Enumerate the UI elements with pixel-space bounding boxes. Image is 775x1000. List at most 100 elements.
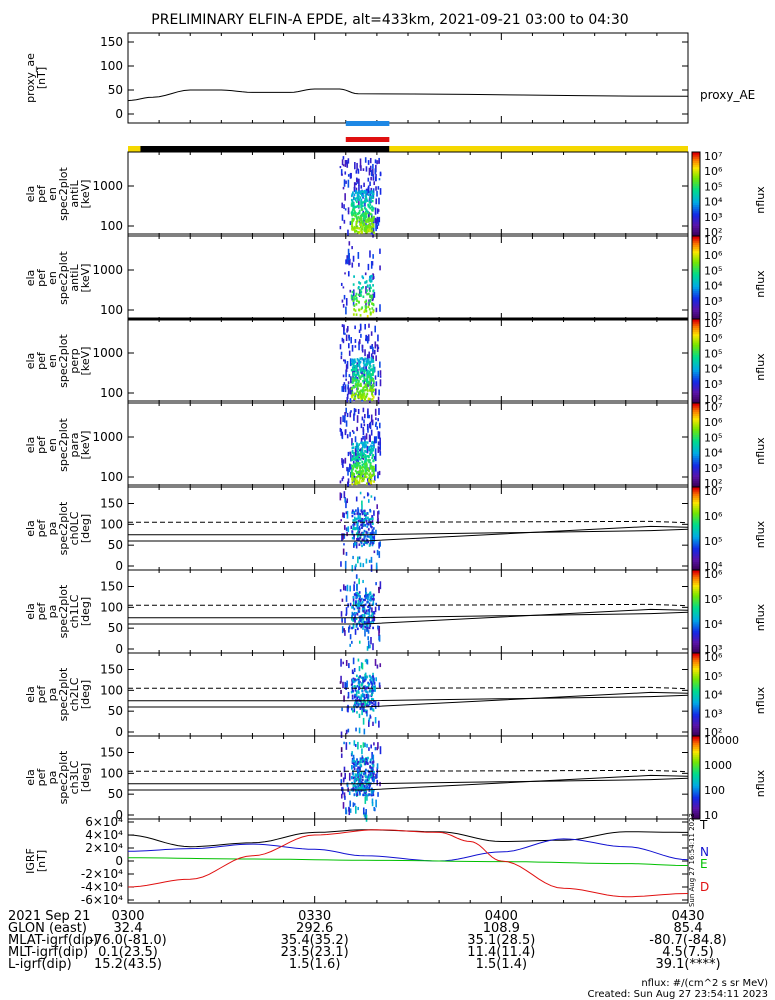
en-perp-panel-pixel	[355, 364, 358, 367]
en-antilc-panel-pixel	[369, 203, 372, 206]
pa-ch0-panel-cbar-cell	[692, 545, 700, 548]
pa-ch3-panel-losscone-dashed	[128, 769, 689, 773]
en-para-panel-cbar-cell	[692, 434, 700, 438]
en-antilc-panel-cbar-cell	[692, 215, 700, 218]
pa-ch1-panel-pixel	[361, 605, 364, 612]
en-para-panel-cbar-cell	[692, 461, 700, 465]
pa-ch2-panel-pixel	[358, 680, 361, 684]
en-para-panel-pixel	[366, 472, 369, 475]
pa-ch2-panel-pixel	[366, 675, 368, 679]
en-para-panel-pixel	[371, 456, 374, 460]
en-perp-panel-pixel	[348, 335, 351, 341]
en-para-panel-pixel	[359, 474, 362, 478]
pa-ch0-panel-cbar-cell	[692, 549, 700, 552]
pa-ch2-panel-cbar-cell	[692, 657, 700, 660]
en-antilc2-panel-pixel	[358, 281, 360, 284]
en-perp-panel-pixel	[372, 371, 374, 374]
en-para-panel-pixel	[361, 447, 364, 451]
pa-ch2-panel-cbar-cell	[692, 659, 700, 662]
en-para-panel-pixel	[356, 442, 358, 450]
pa-ch2-panel-pixel	[377, 701, 380, 705]
pa-ch0-panel-pixel	[371, 517, 374, 520]
en-para-panel-pixel	[361, 469, 364, 472]
pa-ch3-panel-pixel	[352, 787, 355, 791]
en-perp-panel-pixel	[353, 385, 355, 389]
pa-ch2-panel-pixel	[373, 687, 375, 690]
pa-ch1-panel-pixel	[355, 603, 358, 606]
pa-ch0-panel-pixel	[361, 510, 363, 514]
en-perp-panel-cbar-cell	[692, 363, 700, 366]
en-perp-panel-pixel	[346, 397, 349, 403]
pa-ch2-panel-pixel	[369, 707, 372, 711]
en-antilc2-panel-cbar-cell	[692, 250, 700, 254]
en-antilc-panel-pixel	[364, 225, 367, 228]
en-antilc-panel-pixel	[364, 198, 367, 201]
en-antilc2-panel-pixel	[359, 289, 362, 293]
pa-ch1-panel-tick-label: 100	[100, 600, 123, 614]
en-para-panel-pixel	[371, 419, 374, 423]
en-antilc2-panel-pixel	[358, 301, 360, 304]
pa-ch3-panel-pixel	[369, 773, 372, 776]
pa-ch3-panel-pixel	[360, 771, 363, 774]
pa-ch3-panel-pixel	[357, 760, 360, 764]
en-antilc2-panel-cbar-cell	[692, 261, 700, 264]
en-para-panel-pixel	[356, 415, 359, 423]
pa-ch2-panel-pixel	[371, 691, 374, 694]
pa-ch2-panel-pixel	[340, 658, 342, 667]
en-antilc2-panel-pixel	[365, 286, 367, 294]
pa-ch0-panel-cbar-cell	[692, 553, 700, 556]
en-perp-panel-pixel	[350, 337, 352, 344]
pa-ch2-panel-cbar-cell	[692, 723, 700, 727]
pa-ch2-panel-cbar-tick: 10³	[704, 707, 722, 720]
ae-panel-line	[127, 88, 689, 102]
en-antilc2-panel-pixel	[350, 296, 353, 300]
pa-ch1-panel-cbar-cell	[692, 615, 700, 619]
pa-ch3-panel-ylabel-word: pa	[46, 771, 59, 785]
pa-ch3-panel-pixel	[361, 784, 363, 787]
pa-ch2-panel-pixel	[365, 693, 368, 697]
en-antilc2-panel-pixel	[371, 302, 373, 305]
en-perp-panel-pixel	[368, 351, 370, 359]
en-antilc-panel-pixel	[359, 191, 362, 194]
pa-ch2-panel-pixel	[354, 689, 357, 692]
pa-ch3-panel-pixel	[362, 743, 365, 747]
en-antilc-panel-pixel	[358, 230, 361, 234]
x-tick-label: 0300	[111, 909, 144, 924]
pa-ch1-panel-cbar-cell	[692, 644, 700, 648]
en-antilc-panel-frame	[127, 151, 689, 237]
pa-ch3-panel-pixel	[355, 805, 357, 814]
pa-ch0-panel-cbar-cell	[692, 520, 700, 523]
en-perp-panel-pixel	[368, 366, 371, 369]
en-para-panel-cbar-cell	[692, 405, 700, 408]
pa-ch0-panel-cbar-cell	[692, 532, 700, 536]
en-antilc-panel-pixel	[371, 199, 374, 203]
pa-ch3-panel-cbar-cell	[692, 746, 700, 749]
en-antilc-panel-pixel	[369, 212, 372, 216]
en-antilc-panel-pixel	[358, 198, 361, 201]
en-perp-panel-pixel	[343, 359, 345, 362]
pa-ch2-panel-pixel	[371, 693, 373, 697]
pa-ch3-panel-cbar-cell	[692, 752, 700, 756]
en-antilc-panel-pixel	[374, 168, 377, 175]
pa-ch1-panel-pixel	[351, 618, 353, 621]
pa-ch0-panel-pixel	[352, 525, 355, 529]
en-perp-panel-pixel	[353, 379, 356, 382]
pa-ch2-panel-pixel	[365, 711, 368, 714]
en-perp-panel-pixel	[367, 397, 370, 400]
en-perp-panel-cbar-cell	[692, 388, 700, 391]
pa-ch3-panel-pixel	[358, 770, 361, 778]
pa-ch0-panel-pixel	[370, 525, 373, 529]
en-para-panel-cbar-cell	[692, 470, 700, 473]
en-antilc-panel-pixel	[349, 221, 352, 226]
pa-ch3-panel-pixel	[364, 789, 367, 792]
pa-ch2-panel-pixel	[358, 713, 361, 718]
pa-ch2-panel-pixel	[353, 684, 356, 688]
pa-ch0-panel-pixel	[367, 518, 370, 521]
en-antilc-panel-pixel	[376, 160, 378, 165]
pa-ch1-panel-cbar-cell	[692, 594, 700, 598]
en-para-panel-pixel	[344, 412, 346, 417]
pa-ch2-panel-pixel	[351, 678, 354, 686]
en-perp-panel-pixel	[372, 358, 374, 362]
en-antilc-panel-pixel	[368, 205, 371, 209]
pa-ch3-panel-pixel	[376, 767, 379, 774]
